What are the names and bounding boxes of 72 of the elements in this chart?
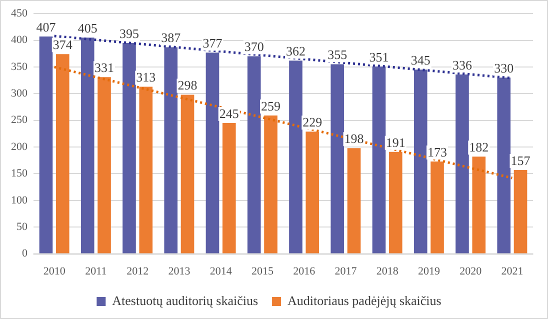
data-label: 370 bbox=[244, 39, 264, 54]
x-tick-label: 2011 bbox=[85, 265, 107, 278]
x-tick-label: 2010 bbox=[43, 265, 66, 278]
bar bbox=[388, 152, 402, 254]
data-label: 182 bbox=[469, 140, 489, 155]
bar bbox=[98, 77, 111, 254]
x-tick-label: 2014 bbox=[210, 265, 232, 278]
y-tick-label: 350 bbox=[11, 60, 28, 73]
x-tick-label: 2013 bbox=[168, 265, 191, 278]
bar bbox=[306, 132, 320, 254]
data-label: 259 bbox=[261, 98, 281, 114]
bar bbox=[456, 74, 469, 254]
data-label: 336 bbox=[452, 57, 472, 72]
bar bbox=[514, 170, 528, 254]
y-tick-label: 400 bbox=[11, 34, 28, 46]
data-label: 229 bbox=[302, 114, 322, 130]
x-tick-label: 2015 bbox=[251, 265, 274, 278]
bar bbox=[330, 64, 344, 254]
y-tick-label: 50 bbox=[16, 221, 28, 233]
bar bbox=[164, 47, 178, 254]
data-label: 387 bbox=[161, 30, 182, 46]
data-label: 395 bbox=[119, 26, 139, 41]
bar bbox=[372, 66, 386, 254]
data-label: 331 bbox=[94, 60, 114, 76]
x-tick-label: 2017 bbox=[334, 265, 358, 278]
y-tick-label: 250 bbox=[11, 114, 28, 126]
data-label: 362 bbox=[286, 43, 306, 58]
y-tick-label: 300 bbox=[11, 88, 28, 100]
x-tick-label: 2020 bbox=[460, 265, 482, 278]
bar bbox=[289, 60, 302, 254]
data-label: 405 bbox=[78, 20, 98, 36]
bar bbox=[472, 156, 486, 254]
legend-label: Auditoriaus padėjėjų skaičius bbox=[288, 292, 442, 308]
data-label: 298 bbox=[178, 78, 198, 93]
bar bbox=[264, 116, 278, 254]
data-label: 313 bbox=[136, 70, 156, 85]
bar bbox=[180, 94, 194, 254]
data-label: 330 bbox=[494, 60, 514, 76]
data-label: 191 bbox=[386, 134, 406, 150]
data-label: 173 bbox=[428, 144, 448, 160]
data-label: 198 bbox=[344, 131, 364, 146]
data-label: 374 bbox=[52, 37, 73, 52]
x-tick-label: 2016 bbox=[293, 265, 316, 278]
data-label: 345 bbox=[410, 52, 430, 68]
y-tick-label: 100 bbox=[11, 194, 28, 206]
x-tick-label: 2012 bbox=[126, 265, 149, 278]
y-tick-label: 150 bbox=[11, 168, 28, 180]
y-tick-label: 0 bbox=[22, 248, 28, 260]
x-tick-label: 2019 bbox=[418, 265, 440, 278]
data-label: 351 bbox=[369, 49, 389, 64]
bar bbox=[122, 42, 136, 254]
x-tick-label: 2021 bbox=[501, 265, 524, 278]
data-label: 245 bbox=[219, 106, 239, 121]
bar bbox=[139, 86, 153, 254]
bar bbox=[206, 52, 220, 254]
data-label: 355 bbox=[328, 47, 348, 62]
bar bbox=[347, 148, 361, 254]
bar bbox=[39, 36, 53, 254]
bar bbox=[222, 123, 236, 254]
bar bbox=[247, 56, 261, 254]
y-tick-label: 200 bbox=[11, 140, 28, 153]
legend-label: Atestuotų auditorių skaičius bbox=[112, 292, 258, 308]
data-label: 157 bbox=[510, 152, 531, 168]
bar bbox=[497, 78, 511, 254]
bar bbox=[56, 54, 70, 254]
y-tick-label: 450 bbox=[11, 7, 28, 20]
data-label: 407 bbox=[36, 19, 56, 34]
bar bbox=[414, 70, 428, 254]
data-label: 377 bbox=[202, 35, 223, 50]
bar bbox=[80, 38, 94, 254]
x-tick-label: 2018 bbox=[376, 265, 399, 278]
bar bbox=[430, 161, 444, 254]
